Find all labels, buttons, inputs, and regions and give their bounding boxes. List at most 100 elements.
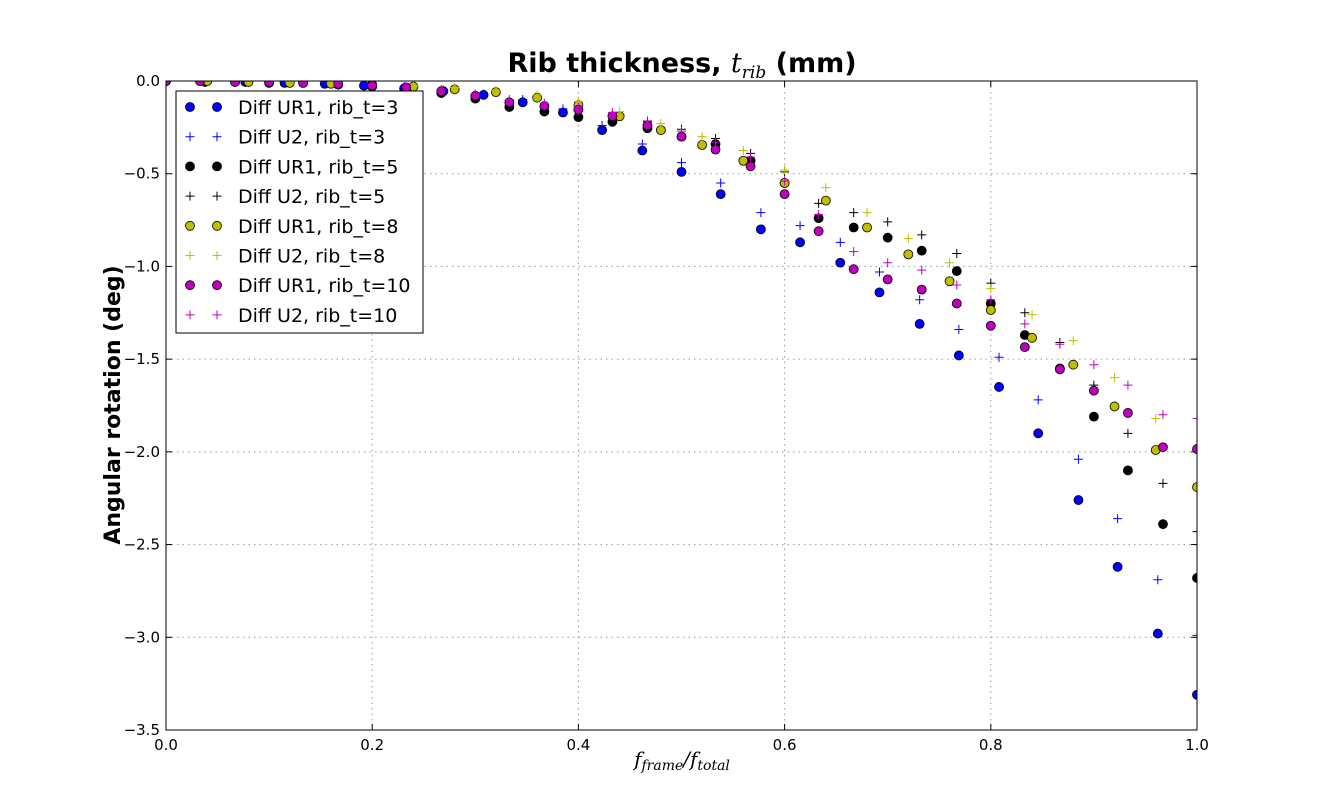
data-point bbox=[1112, 561, 1123, 572]
data-point bbox=[944, 276, 955, 287]
y-tick-label: −1.5 bbox=[124, 350, 160, 368]
data-point bbox=[1152, 628, 1163, 639]
data-point bbox=[848, 222, 859, 233]
data-point bbox=[518, 95, 528, 105]
data-point bbox=[637, 139, 647, 149]
x-tick-label: 0.0 bbox=[154, 736, 178, 754]
data-point bbox=[952, 248, 962, 258]
data-point bbox=[994, 382, 1004, 392]
legend-box bbox=[175, 90, 424, 334]
data-point bbox=[1123, 465, 1133, 476]
data-point bbox=[746, 152, 756, 162]
y-tick-labels: 0.0 −0.5 −1.0 −1.5 −2.0 −2.5 −3.0 −3.5 bbox=[124, 72, 160, 739]
series-0 bbox=[166, 81, 1197, 700]
legend-label: Diff UR1, rib_t=3 bbox=[238, 97, 398, 119]
data-point bbox=[195, 81, 205, 86]
legend-plus-marker bbox=[185, 132, 195, 142]
data-point bbox=[656, 119, 666, 129]
data-point bbox=[1123, 380, 1133, 390]
legend-plus-marker bbox=[212, 132, 222, 142]
data-point bbox=[813, 226, 824, 237]
y-tick-label: 0.0 bbox=[136, 72, 160, 90]
data-point bbox=[558, 104, 568, 114]
data-point bbox=[862, 222, 872, 233]
data-point bbox=[1055, 339, 1065, 349]
data-point bbox=[755, 224, 766, 235]
data-point bbox=[1158, 442, 1168, 453]
data-point bbox=[504, 95, 514, 105]
data-point bbox=[916, 284, 927, 295]
data-point bbox=[1073, 495, 1084, 505]
legend-plus-marker bbox=[185, 191, 195, 201]
data-point bbox=[874, 267, 884, 277]
data-point bbox=[1192, 527, 1197, 537]
data-point bbox=[676, 166, 687, 177]
x-tick-label: 0.2 bbox=[360, 736, 384, 754]
data-point bbox=[716, 178, 726, 188]
data-point bbox=[1089, 411, 1099, 422]
data-point bbox=[1089, 385, 1099, 396]
data-point bbox=[615, 107, 625, 117]
legend-circle-marker bbox=[185, 102, 195, 112]
legend-circle-marker bbox=[212, 280, 222, 291]
data-point bbox=[1158, 410, 1168, 420]
data-point bbox=[903, 234, 913, 244]
data-point bbox=[243, 81, 253, 86]
data-point bbox=[986, 284, 996, 294]
data-point bbox=[298, 81, 308, 88]
data-point bbox=[1020, 319, 1030, 329]
data-point bbox=[986, 295, 996, 305]
data-point bbox=[539, 98, 549, 108]
data-point bbox=[780, 165, 790, 175]
legend-circle-marker bbox=[212, 220, 222, 231]
legend-item: Diff UR1, rib_t=3 bbox=[185, 97, 398, 119]
data-point bbox=[756, 208, 766, 218]
legend-label: Diff UR1, rib_t=10 bbox=[238, 275, 411, 297]
data-point bbox=[532, 90, 542, 100]
data-point bbox=[1033, 428, 1044, 439]
data-point bbox=[779, 189, 790, 200]
data-point bbox=[1192, 689, 1197, 700]
data-series bbox=[166, 81, 1197, 700]
data-point bbox=[597, 121, 607, 131]
y-tick-label: −1.0 bbox=[124, 257, 160, 275]
legend-label: Diff U2, rib_t=5 bbox=[238, 186, 385, 208]
y-tick-label: −0.5 bbox=[124, 165, 160, 183]
data-point bbox=[952, 280, 962, 290]
data-point bbox=[491, 85, 501, 95]
data-point bbox=[1073, 454, 1083, 464]
legend-circle-marker bbox=[185, 161, 195, 172]
legend-circle-marker bbox=[212, 161, 222, 172]
legend-circle-marker bbox=[185, 220, 195, 231]
data-point bbox=[401, 82, 411, 92]
legend-item: Diff U2, rib_t=10 bbox=[185, 305, 397, 327]
legend-label: Diff U2, rib_t=8 bbox=[238, 246, 385, 268]
x-tick-labels: 0.0 0.2 0.4 0.6 0.8 1.0 bbox=[154, 736, 1209, 754]
data-point bbox=[359, 81, 369, 90]
legend-plus-marker bbox=[212, 310, 222, 320]
data-point bbox=[1192, 630, 1197, 640]
chart-title: Rib thickness, trib (mm) bbox=[507, 48, 856, 83]
data-point bbox=[1068, 336, 1078, 346]
legend-plus-marker bbox=[212, 251, 222, 260]
data-point bbox=[1033, 395, 1043, 405]
data-point bbox=[1020, 308, 1030, 318]
legend: Diff UR1, rib_t=3 Diff U2, rib_t=3 Diff UR… bbox=[175, 90, 424, 334]
y-axis-label: Angular rotation (deg) bbox=[101, 265, 126, 544]
data-point bbox=[1027, 332, 1037, 343]
data-point bbox=[954, 324, 964, 334]
data-point bbox=[917, 265, 927, 275]
data-point bbox=[917, 230, 927, 240]
data-point bbox=[795, 237, 805, 248]
legend-label: Diff UR1, rib_t=8 bbox=[238, 216, 398, 238]
data-point bbox=[835, 237, 845, 247]
legend-item: Diff UR1, rib_t=5 bbox=[185, 156, 398, 178]
data-point bbox=[697, 132, 707, 142]
data-point bbox=[677, 158, 686, 168]
plot-area bbox=[166, 81, 1197, 700]
x-tick-label: 0.4 bbox=[566, 736, 590, 754]
series-7 bbox=[166, 81, 1197, 423]
data-point bbox=[711, 137, 721, 147]
data-point bbox=[715, 189, 726, 200]
data-point bbox=[573, 102, 583, 112]
